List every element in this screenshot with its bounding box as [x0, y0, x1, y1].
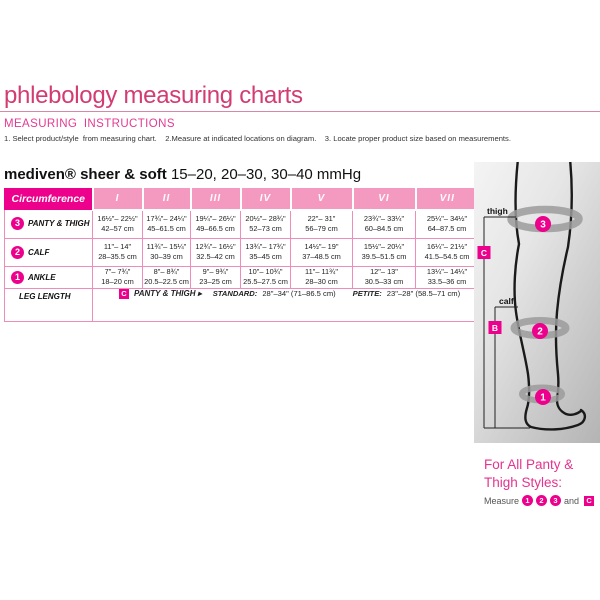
marker-c-icon: C — [119, 288, 129, 299]
cell-ankle-7: 13¼"– 14¼" 33.5–36 cm — [415, 265, 479, 289]
row-label-ankle: 1 ANKLE — [4, 265, 93, 289]
cell-calf-7: 16¼"– 21½" 41.5–54.5 cm — [415, 237, 479, 267]
footer-heading-line1: For All Panty & — [484, 457, 574, 472]
svg-text:2: 2 — [537, 327, 543, 338]
standard-value: 28"–34" (71–86.5 cm) — [262, 289, 336, 298]
title-divider — [0, 111, 600, 112]
marker-c-icon: C — [584, 495, 595, 506]
svg-text:1: 1 — [540, 393, 546, 404]
cell-pt-5: 22"– 31" 56–79 cm — [290, 209, 353, 239]
row-label-text: ANKLE — [28, 272, 56, 282]
badge-2-icon: 2 — [536, 495, 548, 506]
size-header-1: I — [91, 188, 143, 211]
badge-1-icon: 1 — [11, 270, 24, 284]
badge-2-icon: 2 — [11, 245, 24, 259]
cell-pt-6: 23¾"– 33¼" 60–84.5 cm — [352, 209, 416, 239]
badge-thigh-3: 3 — [535, 216, 551, 232]
size-header-5: V — [289, 188, 353, 211]
cell-pt-3: 19¼"– 26¼" 49–66.5 cm — [190, 209, 241, 239]
circumference-header: Circumference — [4, 188, 93, 210]
row-label-text: PANTY & THIGH — [28, 219, 90, 229]
badge-ankle-1: 1 — [535, 389, 551, 405]
cell-ankle-1: 7"– 7¾" 18–20 cm — [92, 265, 143, 289]
table-row-panty-thigh: 3 PANTY & THIGH 16½"– 22½" 42–57 cm 17¾"–… — [4, 209, 479, 239]
table-row-ankle: 1 ANKLE 7"– 7¾" 18–20 cm 8"– 8¾" 20.5–22.5… — [4, 265, 479, 289]
table-header-row: Circumference I II III IV V VI VII — [4, 188, 479, 211]
product-name: mediven® sheer & soft — [4, 166, 167, 183]
cell-calf-1: 11"– 14" 28–35.5 cm — [92, 237, 143, 267]
row-label-calf: 2 CALF — [4, 237, 93, 267]
cell-calf-6: 15½"– 20¼" 39.5–51.5 cm — [352, 237, 416, 267]
badge-3-icon: 3 — [550, 495, 562, 506]
size-header-3: III — [189, 188, 241, 211]
row-label-leg-length: LEG LENGTH — [4, 287, 93, 322]
leg-length-values: C PANTY & THIGH ▸ STANDARD: 28"–34" (71–… — [92, 287, 479, 322]
size-header-2: II — [141, 188, 191, 211]
svg-text:3: 3 — [540, 220, 546, 231]
svg-text:B: B — [492, 323, 498, 333]
cell-ankle-5: 11"– 11¾" 28–30 cm — [290, 265, 353, 289]
table-row-leg-length: LEG LENGTH C PANTY & THIGH ▸ STANDARD: 2… — [4, 287, 479, 322]
cell-pt-4: 20½"– 28¾" 52–73 cm — [240, 209, 291, 239]
marker-c: C — [477, 246, 491, 259]
cell-calf-3: 12¾"– 16½" 32.5–42 cm — [190, 237, 241, 267]
page-title: phlebology measuring charts — [4, 82, 303, 109]
petite-value: 23"–28" (58.5–71 cm) — [386, 289, 461, 298]
product-title: mediven® sheer & soft 15–20, 20–30, 30–4… — [4, 166, 361, 183]
row-label-text: CALF — [28, 247, 50, 257]
leg-length-label: LEG LENGTH — [19, 291, 71, 301]
size-header-6: VI — [351, 188, 416, 211]
cell-pt-2: 17¾"– 24¼" 45–61.5 cm — [142, 209, 191, 239]
and-label: and — [564, 495, 580, 506]
table-row-calf: 2 CALF 11"– 14" 28–35.5 cm 11¾"– 15¼" 30–3… — [4, 237, 479, 267]
calf-label: calf — [499, 296, 514, 306]
leg-diagram: thigh calf C B 3 2 1 — [474, 162, 600, 443]
cell-pt-1: 16½"– 22½" 42–57 cm — [92, 209, 143, 239]
cell-calf-2: 11¾"– 15¼" 30–39 cm — [142, 237, 191, 267]
standard-label: STANDARD: — [212, 289, 258, 298]
product-pressures: 15–20, 20–30, 30–40 mmHg — [166, 166, 362, 183]
cell-calf-5: 14½"– 19" 37–48.5 cm — [290, 237, 353, 267]
badge-calf-2: 2 — [532, 323, 548, 339]
badge-3-icon: 3 — [11, 217, 24, 231]
footer-heading: For All Panty & Thigh Styles: — [484, 456, 573, 491]
measuring-instructions-heading: MEASURING INSTRUCTIONS — [4, 118, 175, 130]
footer-heading-line2: Thigh Styles: — [484, 474, 563, 490]
svg-text:C: C — [481, 248, 487, 258]
marker-b: B — [488, 321, 502, 334]
size-chart-table: Circumference I II III IV V VI VII 3 PAN… — [4, 188, 479, 322]
size-header-4: IV — [239, 188, 291, 211]
cell-ankle-4: 10"– 10¾" 25.5–27.5 cm — [240, 265, 291, 289]
cell-ankle-6: 12"– 13" 30.5–33 cm — [352, 265, 416, 289]
badge-1-icon: 1 — [522, 495, 534, 506]
footer-measure: Measure 1 2 3 and C — [484, 495, 595, 506]
row-label-panty-thigh: 3 PANTY & THIGH — [4, 209, 93, 239]
measure-label: Measure — [484, 495, 520, 506]
leg-length-style: PANTY & THIGH ▸ — [134, 289, 202, 298]
petite-label: PETITE: — [352, 289, 382, 298]
instructions-text: 1. Select product/style from measuring c… — [4, 134, 511, 143]
cell-pt-7: 25¼"– 34½" 64–87.5 cm — [415, 209, 479, 239]
cell-ankle-2: 8"– 8¾" 20.5–22.5 cm — [142, 265, 191, 289]
thigh-label: thigh — [487, 206, 508, 216]
cell-calf-4: 13¾"– 17¾" 35–45 cm — [240, 237, 291, 267]
cell-ankle-3: 9"– 9¾" 23–25 cm — [190, 265, 241, 289]
size-header-7: VII — [414, 188, 479, 211]
